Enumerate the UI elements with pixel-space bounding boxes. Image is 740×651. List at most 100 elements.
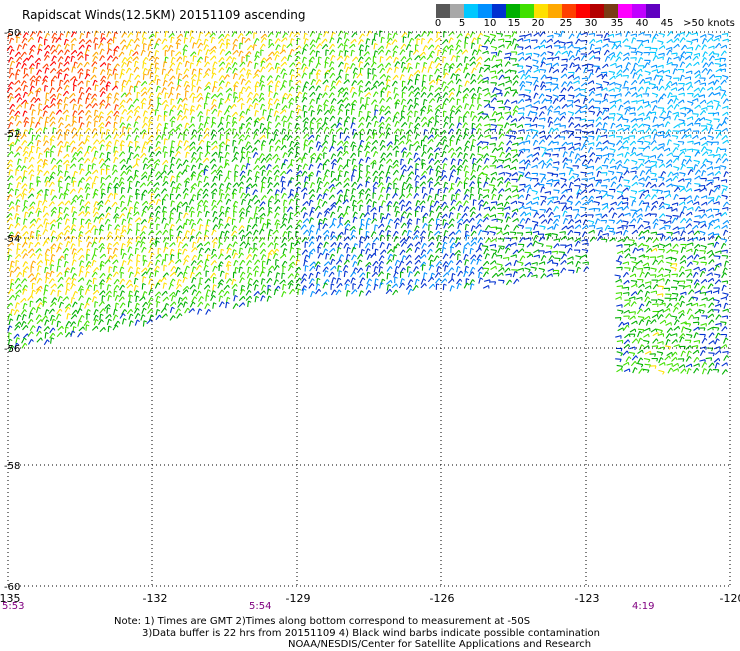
wind-barb-tick xyxy=(24,166,26,168)
wind-barb-tick xyxy=(650,104,651,107)
wind-barb xyxy=(105,158,109,162)
wind-barb-tick xyxy=(146,92,147,95)
wind-barb-tick xyxy=(159,171,161,173)
wind-barb xyxy=(406,44,408,50)
wind-barb-tick xyxy=(47,51,49,53)
wind-barb-tick xyxy=(12,110,14,112)
wind-barb xyxy=(674,125,679,128)
wind-barb-tick xyxy=(473,128,476,130)
wind-barb xyxy=(615,41,621,42)
wind-barb-tick xyxy=(326,39,328,42)
wind-barb xyxy=(338,43,342,48)
wind-barb-tick xyxy=(459,40,461,42)
wind-barb-tick xyxy=(333,55,335,57)
wind-barb xyxy=(476,124,480,129)
wind-barb-tick xyxy=(277,55,279,57)
wind-barb xyxy=(526,135,528,141)
wind-barb xyxy=(554,33,560,34)
wind-barb xyxy=(588,106,593,110)
wind-barb xyxy=(546,64,552,65)
wind-barb xyxy=(562,104,566,108)
wind-barb-tick xyxy=(207,128,209,130)
wind-barb xyxy=(457,50,461,55)
wind-barb xyxy=(197,105,200,111)
wind-barb xyxy=(638,130,644,131)
wind-barb xyxy=(568,95,574,96)
wind-barb xyxy=(184,56,185,62)
wind-barb-tick xyxy=(369,93,370,96)
wind-barb-tick xyxy=(684,159,686,161)
wind-barb xyxy=(450,165,454,170)
wind-barb xyxy=(428,105,429,111)
wind-barb xyxy=(518,99,522,103)
wind-barb-tick xyxy=(592,65,593,68)
wind-barb-tick xyxy=(466,123,468,125)
wind-barb-tick xyxy=(565,125,566,128)
wind-barb xyxy=(135,61,136,67)
wind-barb xyxy=(622,119,628,120)
wind-barb xyxy=(552,142,558,143)
wind-barb xyxy=(623,39,627,43)
wind-barb xyxy=(449,92,452,97)
wind-barb xyxy=(372,116,375,121)
wind-barb xyxy=(65,44,67,50)
wind-barb xyxy=(38,165,39,171)
wind-barb-tick xyxy=(289,123,292,125)
wind-barb-tick xyxy=(461,34,463,37)
wind-barb xyxy=(409,86,412,91)
wind-barb-tick xyxy=(370,136,372,138)
wind-barb-tick xyxy=(179,85,181,87)
wind-barb-tick xyxy=(156,50,159,52)
wind-barb-tick xyxy=(340,51,343,53)
wind-barb-tick xyxy=(215,46,216,49)
wind-barb-tick xyxy=(443,170,446,172)
wind-barb xyxy=(218,34,222,38)
wind-barb-tick xyxy=(725,121,726,124)
wind-barb-tick xyxy=(425,171,427,174)
wind-barb xyxy=(680,107,686,109)
wind-barb-tick xyxy=(459,79,461,81)
wind-barb-tick xyxy=(34,76,36,79)
wind-barb-tick xyxy=(201,97,203,100)
wind-barb xyxy=(570,151,572,157)
wind-barb-tick xyxy=(39,58,40,61)
wind-barb xyxy=(259,117,263,121)
wind-barb xyxy=(29,151,31,157)
wind-barb xyxy=(395,121,397,127)
wind-barb xyxy=(400,50,403,55)
wind-barb-tick xyxy=(25,171,28,172)
wind-barb xyxy=(539,112,542,117)
wind-barb xyxy=(588,166,594,167)
wind-barb-tick xyxy=(354,44,355,47)
wind-barb-tick xyxy=(10,170,13,172)
wind-barb xyxy=(233,140,234,146)
wind-barb xyxy=(632,160,638,162)
wind-barb xyxy=(134,106,138,111)
wind-barb xyxy=(687,85,691,90)
wind-barb-tick xyxy=(144,130,146,133)
wind-barb xyxy=(422,67,424,73)
wind-barb-tick xyxy=(650,128,652,131)
wind-barb-tick xyxy=(395,88,398,90)
wind-barb-tick xyxy=(523,81,525,83)
wind-barb xyxy=(608,154,614,155)
wind-barb xyxy=(379,133,382,138)
wind-barb xyxy=(602,99,607,102)
wind-barb xyxy=(92,170,96,174)
wind-barb xyxy=(92,164,93,170)
wind-barb xyxy=(177,85,179,91)
wind-barb-tick xyxy=(94,157,96,159)
wind-barb xyxy=(360,50,361,56)
wind-barb xyxy=(224,75,227,80)
wind-barb xyxy=(269,139,272,144)
wind-barb-tick xyxy=(108,145,110,147)
wind-barb xyxy=(637,141,643,142)
wind-barb xyxy=(359,159,361,165)
wind-barb xyxy=(652,70,658,72)
wind-barb xyxy=(273,154,277,159)
wind-barb-tick xyxy=(580,33,582,35)
wind-barb xyxy=(667,81,671,86)
wind-barb xyxy=(316,86,319,91)
wind-barb xyxy=(270,146,271,152)
wind-barb xyxy=(618,128,624,130)
